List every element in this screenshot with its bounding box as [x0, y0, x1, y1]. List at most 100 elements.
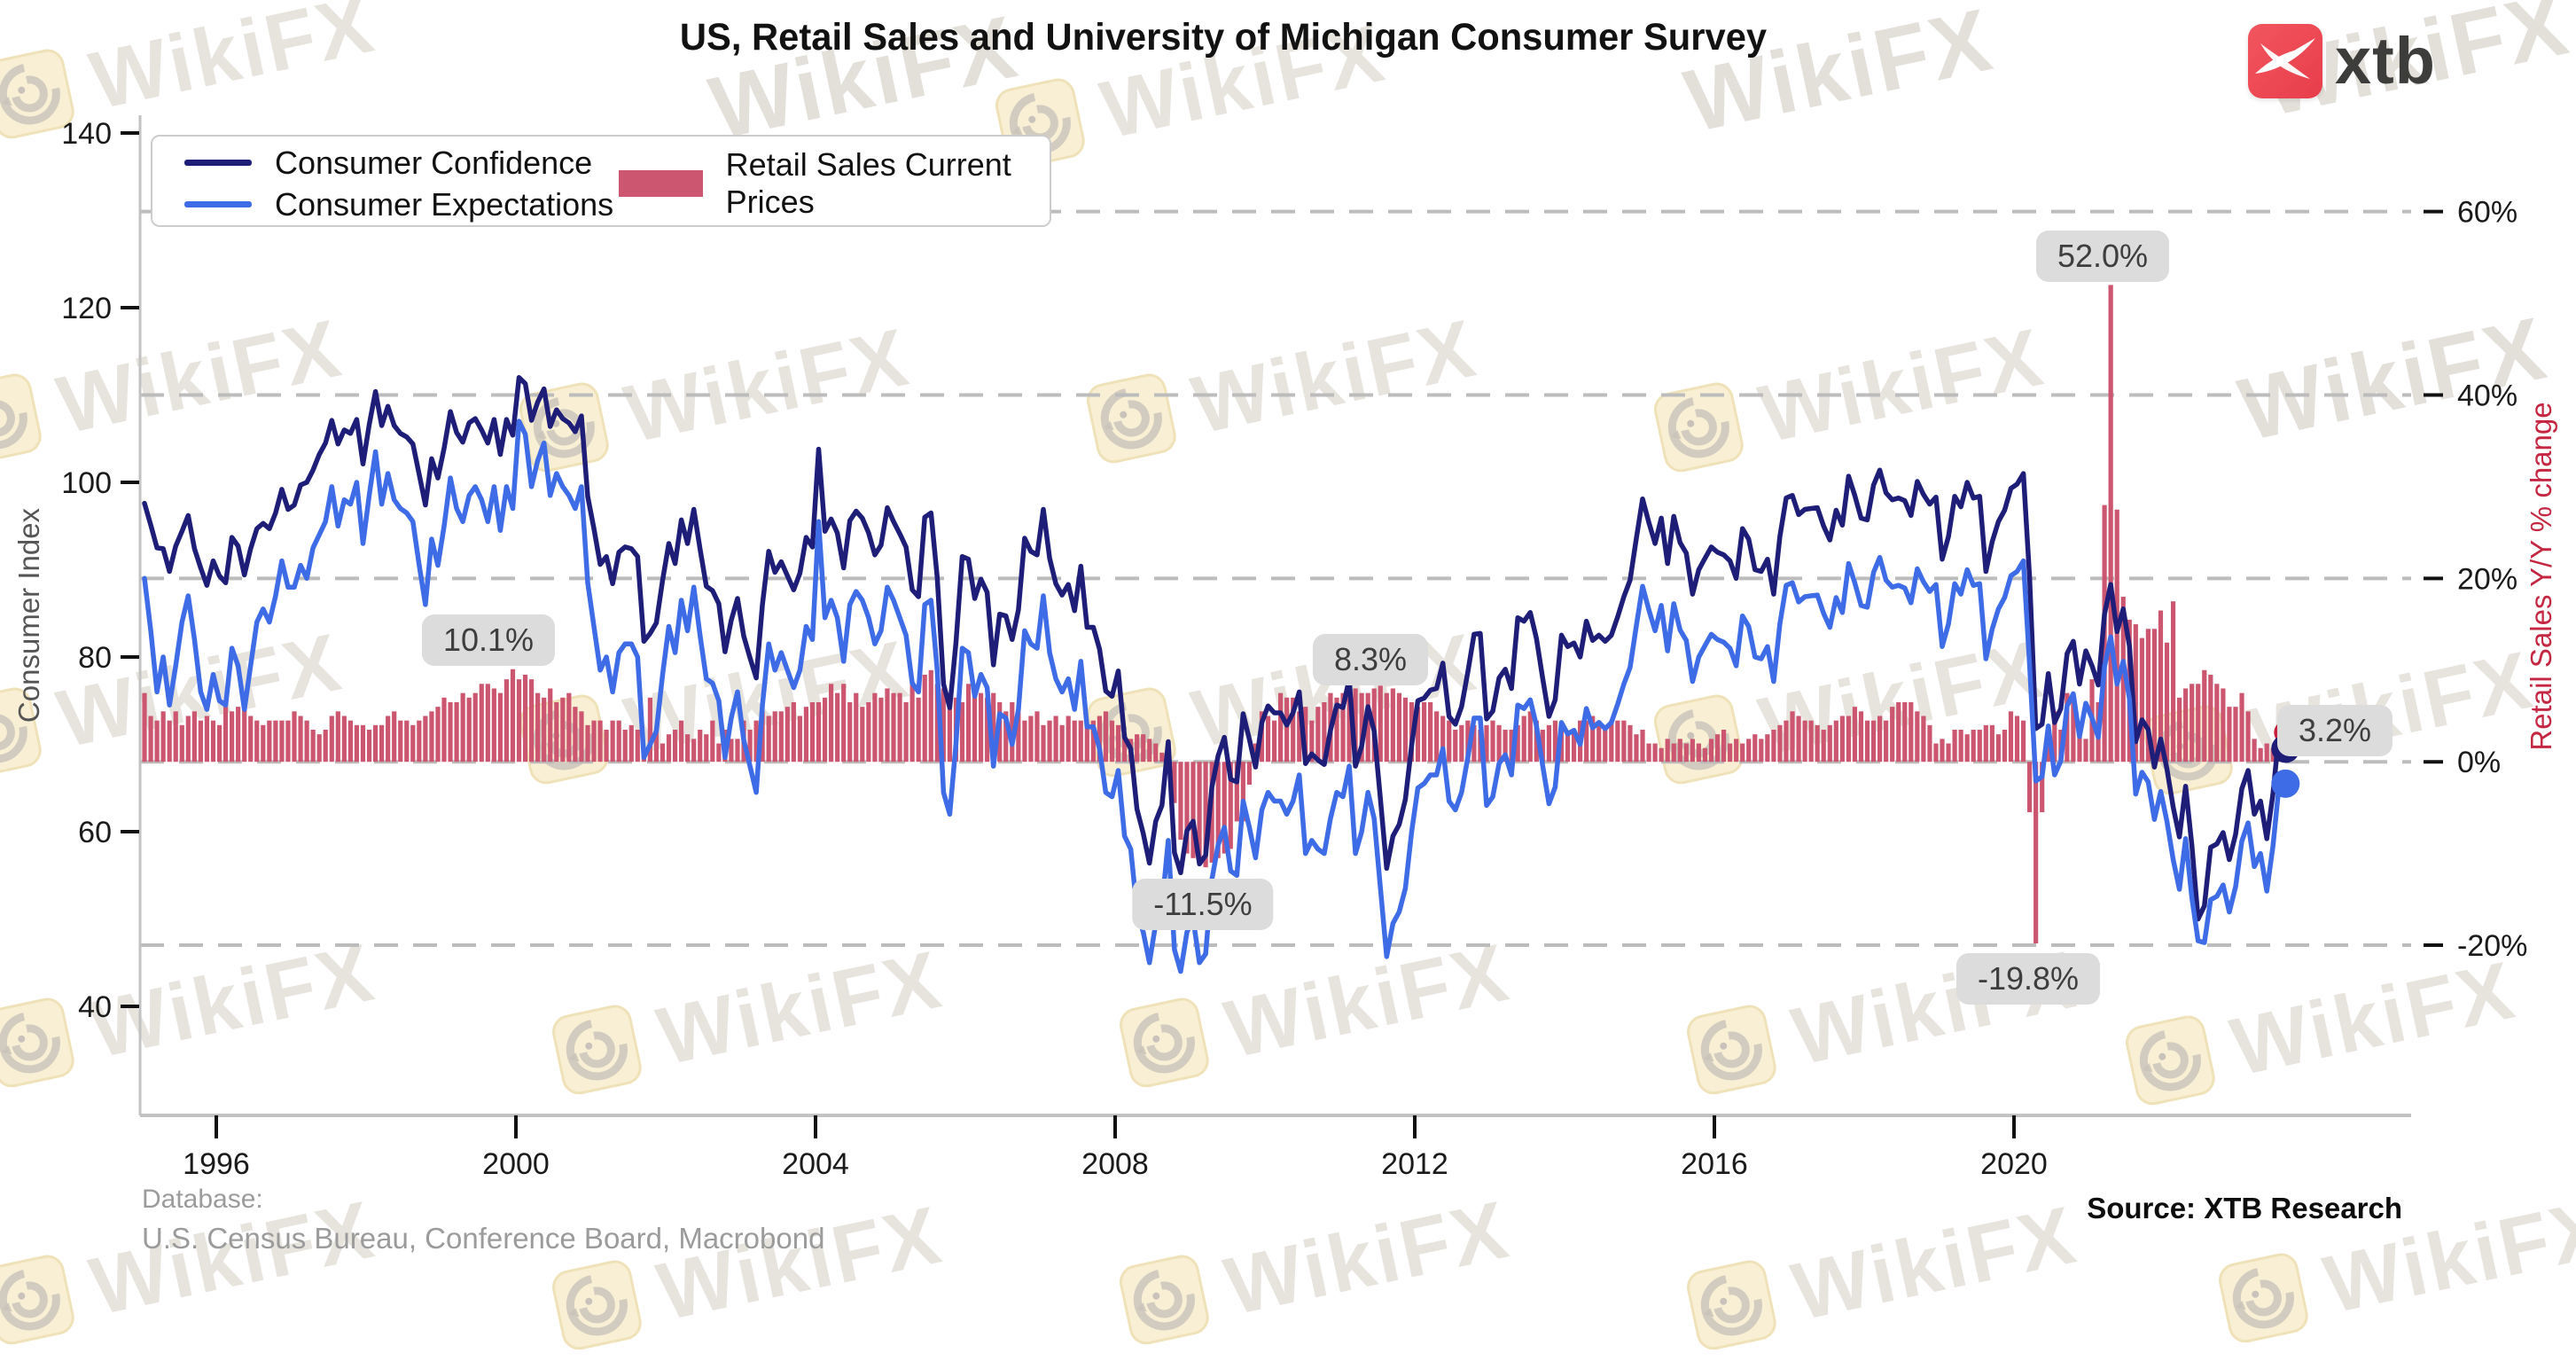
retail-sales-bar	[809, 701, 816, 763]
retail-sales-bar	[1927, 724, 1932, 763]
right-tick-label: 60%	[2457, 196, 2517, 230]
retail-sales-bar	[236, 707, 241, 763]
retail-sales-bar	[1059, 724, 1065, 763]
retail-sales-bar	[1915, 711, 1920, 763]
retail-sales-bar	[2164, 642, 2170, 763]
retail-sales-bar	[1309, 720, 1315, 763]
legend-item-retail-sales: Retail Sales Current Prices	[619, 146, 1050, 221]
retail-sales-bar	[216, 724, 222, 763]
retail-sales-bar	[616, 720, 621, 763]
retail-sales-bar	[2002, 730, 2008, 763]
retail-sales-bar	[1771, 730, 1776, 763]
retail-sales-bar	[1347, 688, 1352, 763]
legend-label: Consumer Expectations	[275, 185, 614, 223]
retail-sales-bar	[2170, 601, 2176, 763]
right-axis-title: Retail Sales Y/Y % change	[2525, 402, 2557, 750]
retail-sales-bar	[1240, 762, 1245, 822]
retail-sales-bar	[2221, 688, 2226, 763]
source-credit: Source: XTB Research	[2087, 1192, 2402, 1224]
retail-sales-bar	[897, 692, 902, 763]
consumer-expectations-line	[142, 418, 2289, 974]
retail-sales-bar	[1515, 724, 1520, 763]
retail-sales-bar	[372, 724, 379, 763]
retail-sales-bar	[1896, 701, 1901, 763]
retail-sales-bar	[772, 711, 777, 763]
retail-sales-bar	[142, 692, 147, 763]
retail-sales-bar	[379, 724, 385, 763]
retail-sales-bar	[1665, 739, 1670, 763]
left-axis-title: Consumer Index	[12, 507, 45, 723]
retail-sales-bar	[2014, 716, 2020, 763]
retail-sales-bar	[1702, 747, 1708, 763]
retail-sales-bar	[1683, 743, 1689, 763]
retail-sales-bar	[173, 711, 178, 763]
retail-sales-bar	[1721, 730, 1727, 763]
retail-sales-bar	[2033, 762, 2039, 943]
retail-sales-bar	[1402, 697, 1409, 763]
retail-sales-bar	[2252, 739, 2257, 763]
retail-sales-bar	[2196, 684, 2201, 763]
retail-sales-bar	[903, 701, 909, 763]
retail-sales-bar	[1465, 720, 1471, 763]
retail-sales-bar	[1228, 762, 1233, 849]
retail-sales-bar	[822, 697, 828, 763]
retail-bar-swatch	[619, 170, 703, 197]
retail-sales-bar	[404, 720, 410, 763]
retail-sales-bar	[1153, 743, 1159, 763]
retail-sales-bar	[959, 701, 965, 763]
x-tick-label: 2000	[482, 1147, 550, 1181]
retail-sales-bar	[354, 724, 360, 763]
retail-sales-bar	[2190, 684, 2195, 763]
retail-sales-bar	[360, 724, 366, 763]
left-tick-label: 40	[78, 990, 112, 1024]
retail-sales-bar	[529, 679, 535, 763]
legend-label: Retail Sales Current Prices	[725, 146, 1011, 220]
retail-sales-bar	[778, 711, 784, 763]
retail-sales-bar	[2071, 692, 2076, 763]
retail-sales-bar	[1615, 720, 1620, 763]
retail-sales-bar	[454, 701, 459, 763]
retail-sales-bar	[1246, 762, 1252, 786]
consumer-confidence-line	[142, 375, 2289, 922]
retail-sales-bar	[1353, 688, 1358, 763]
retail-sales-bar	[248, 716, 254, 763]
retail-sales-bar	[1072, 720, 1077, 763]
retail-sales-bar	[1995, 734, 2001, 763]
retail-sales-bar	[503, 679, 510, 763]
retail-sales-bar	[803, 707, 809, 763]
retail-sales-bar	[2139, 637, 2144, 763]
retail-sales-bar	[341, 716, 347, 763]
left-tick-label: 100	[61, 466, 112, 500]
retail-sales-bar	[2027, 762, 2033, 813]
retail-sales-bar	[2114, 509, 2119, 763]
retail-sales-bar	[885, 688, 890, 763]
retail-sales-bar	[1271, 720, 1277, 763]
retail-sales-bar	[797, 716, 802, 763]
retail-sales-bar	[1378, 685, 1383, 763]
right-tick-label: 0%	[2457, 746, 2501, 779]
retail-sales-bar	[829, 684, 834, 763]
retail-sales-bar	[2177, 697, 2182, 763]
retail-sales-bar	[285, 720, 291, 763]
right-tick-label: -20%	[2457, 929, 2527, 963]
retail-sales-bar	[597, 720, 603, 763]
retail-sales-bar	[1659, 747, 1664, 763]
retail-sales-bar	[1989, 724, 1994, 763]
retail-sales-bar	[1103, 711, 1109, 763]
retail-sales-bar	[753, 720, 759, 763]
retail-sales-bar	[1671, 743, 1676, 763]
chart-legend: Consumer Confidence Consumer Expectation…	[151, 135, 1051, 227]
retail-sales-bar	[148, 716, 153, 763]
retail-sales-bar	[298, 716, 303, 763]
retail-sales-bar	[242, 701, 247, 763]
retail-sales-bar	[1521, 716, 1526, 763]
retail-sales-bar	[2020, 720, 2026, 763]
retail-sales-bar	[1415, 707, 1421, 763]
retail-sales-bar	[909, 684, 915, 763]
retail-sales-bar	[230, 711, 235, 763]
retail-sales-bar	[198, 720, 203, 763]
retail-sales-bar	[2008, 711, 2014, 763]
retail-sales-bar	[573, 707, 578, 763]
retail-sales-bar	[466, 697, 472, 763]
retail-sales-bar	[666, 734, 672, 763]
